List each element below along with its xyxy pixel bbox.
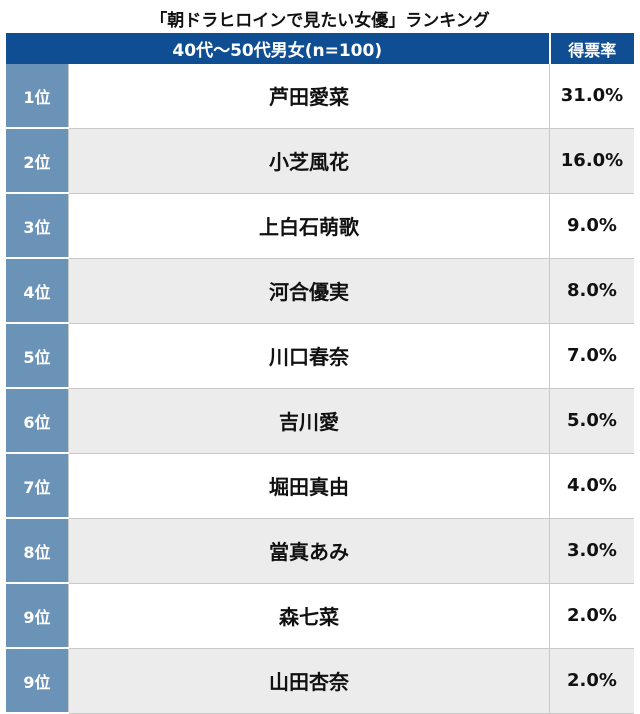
rank-cell: 9位 — [6, 648, 69, 714]
actress-name: 河合優実 — [68, 258, 550, 324]
vote-percentage: 5.0% — [549, 388, 634, 454]
vote-percentage: 2.0% — [549, 648, 634, 714]
rank-cell: 2位 — [6, 128, 69, 194]
vote-percentage: 4.0% — [549, 453, 634, 519]
actress-name: 川口春奈 — [68, 323, 550, 389]
ranking-table: 40代〜50代男女(n=100) 得票率 1位 芦田愛菜 31.0% 2位 小芝… — [6, 33, 634, 714]
vote-percentage: 7.0% — [549, 323, 634, 389]
rate-header: 得票率 — [549, 33, 634, 64]
actress-name: 吉川愛 — [68, 388, 550, 454]
rank-cell: 9位 — [6, 583, 69, 649]
vote-percentage: 3.0% — [549, 518, 634, 584]
table-row: 1位 芦田愛菜 31.0% — [6, 64, 634, 129]
actress-name: 小芝風花 — [68, 128, 550, 194]
actress-name: 堀田真由 — [68, 453, 550, 519]
actress-name: 芦田愛菜 — [68, 64, 550, 129]
rank-cell: 8位 — [6, 518, 69, 584]
actress-name: 上白石萌歌 — [68, 193, 550, 259]
table-row: 4位 河合優実 8.0% — [6, 258, 634, 324]
actress-name: 當真あみ — [68, 518, 550, 584]
table-row: 5位 川口春奈 7.0% — [6, 323, 634, 389]
actress-name: 山田杏奈 — [68, 648, 550, 714]
vote-percentage: 16.0% — [549, 128, 634, 194]
rank-cell: 7位 — [6, 453, 69, 519]
rank-cell: 4位 — [6, 258, 69, 324]
table-row: 3位 上白石萌歌 9.0% — [6, 193, 634, 259]
rank-cell: 5位 — [6, 323, 69, 389]
table-row: 2位 小芝風花 16.0% — [6, 128, 634, 194]
table-row: 7位 堀田真由 4.0% — [6, 453, 634, 519]
vote-percentage: 2.0% — [549, 583, 634, 649]
vote-percentage: 31.0% — [549, 64, 634, 129]
vote-percentage: 9.0% — [549, 193, 634, 259]
group-header: 40代〜50代男女(n=100) — [6, 33, 551, 64]
table-header-row: 40代〜50代男女(n=100) 得票率 — [6, 33, 634, 64]
table-row: 9位 森七菜 2.0% — [6, 583, 634, 649]
table-row: 6位 吉川愛 5.0% — [6, 388, 634, 454]
actress-name: 森七菜 — [68, 583, 550, 649]
table-row: 8位 當真あみ 3.0% — [6, 518, 634, 584]
rank-cell: 6位 — [6, 388, 69, 454]
rank-cell: 1位 — [6, 64, 69, 129]
table-row: 9位 山田杏奈 2.0% — [6, 648, 634, 714]
vote-percentage: 8.0% — [549, 258, 634, 324]
rank-cell: 3位 — [6, 193, 69, 259]
ranking-title: 「朝ドラヒロインで見たい女優」ランキング — [150, 11, 490, 31]
